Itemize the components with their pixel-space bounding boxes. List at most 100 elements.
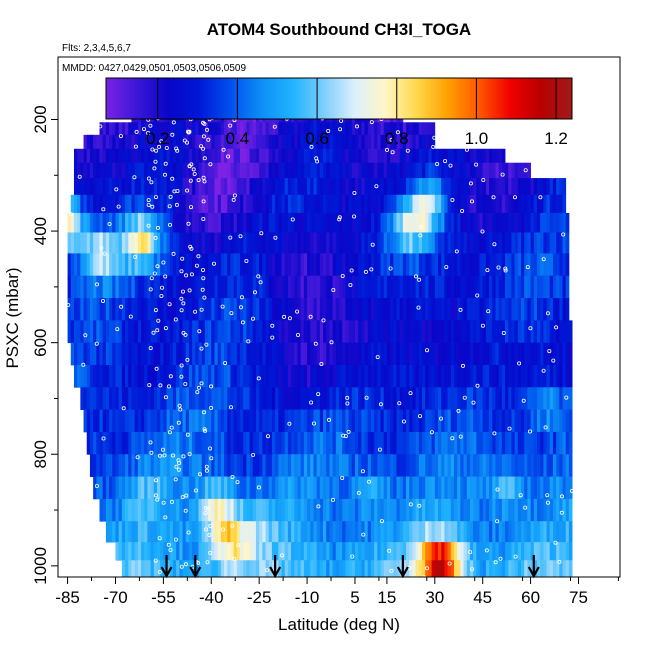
sample-marker [295, 309, 300, 314]
heatmap-cell [505, 253, 509, 277]
heatmap-cell [172, 498, 177, 522]
heatmap-cell [121, 521, 126, 543]
heatmap-cell [172, 342, 177, 366]
heatmap-cell [332, 431, 337, 455]
heatmap-cell [121, 134, 126, 150]
heatmap-cell [390, 232, 394, 254]
heatmap-cell [559, 320, 563, 344]
heatmap-cell [342, 454, 346, 477]
sample-marker [238, 305, 243, 310]
heatmap-cell [243, 476, 247, 500]
heatmap-cell [230, 542, 235, 561]
heatmap-cell [198, 253, 203, 277]
heatmap-cell [422, 431, 426, 455]
heatmap-cell [271, 212, 276, 233]
heatmap-cell [501, 178, 506, 196]
heatmap-cell [473, 178, 477, 196]
sample-marker [554, 325, 559, 330]
heatmap-cell [536, 364, 541, 388]
heatmap-cell [144, 320, 148, 344]
heatmap-cell [377, 409, 381, 433]
heatmap-cell [562, 454, 567, 477]
heatmap-cell [479, 498, 484, 522]
heatmap-cell [134, 342, 139, 366]
heatmap-cell [303, 134, 308, 150]
heatmap-cell [297, 560, 302, 577]
heatmap-cell [326, 542, 330, 561]
heatmap-cell [125, 122, 129, 136]
sample-marker [343, 434, 348, 439]
heatmap-cell [169, 253, 174, 277]
heatmap-cell [447, 342, 452, 366]
heatmap-cell [268, 476, 273, 500]
heatmap-cell [370, 542, 375, 561]
heatmap-cell [514, 162, 519, 179]
heatmap-cell [495, 542, 500, 561]
heatmap-cell [252, 454, 257, 477]
heatmap-cell [80, 320, 84, 344]
heatmap-cell [437, 320, 442, 344]
heatmap-cell [351, 178, 356, 196]
heatmap-cell [428, 212, 432, 233]
heatmap-cell [517, 364, 522, 388]
heatmap-cell [156, 342, 161, 366]
heatmap-cell [67, 232, 72, 254]
sample-marker [154, 366, 159, 371]
heatmap-cell [367, 162, 372, 179]
heatmap-cell [294, 342, 298, 366]
heatmap-cell [70, 298, 75, 321]
heatmap-cell [453, 298, 458, 321]
heatmap-cell [326, 212, 330, 233]
heatmap-cell [278, 431, 282, 455]
heatmap-cell [393, 148, 397, 164]
heatmap-cell [319, 134, 324, 150]
heatmap-cell [141, 253, 145, 277]
heatmap-cell [316, 387, 321, 411]
heatmap-cell [236, 298, 241, 321]
sample-marker [228, 123, 233, 128]
heatmap-cell [134, 409, 139, 433]
heatmap-cell [287, 498, 292, 522]
heatmap-cell [163, 162, 167, 179]
heatmap-cell [332, 364, 337, 388]
sample-marker [177, 403, 182, 408]
y-tick-label: 600 [31, 328, 50, 356]
heatmap-cell [549, 178, 554, 196]
heatmap-cell [160, 521, 164, 543]
heatmap-cell [524, 498, 528, 522]
heatmap-cell [147, 320, 151, 344]
heatmap-cell [460, 542, 464, 561]
heatmap-cell [345, 253, 349, 277]
heatmap-cell [367, 253, 372, 277]
heatmap-cell [521, 194, 525, 214]
heatmap-cell [246, 498, 250, 522]
heatmap-cell [291, 560, 295, 577]
heatmap-cell [182, 560, 187, 577]
heatmap-cell [271, 542, 276, 561]
heatmap-cell [568, 387, 573, 411]
heatmap-cell [568, 521, 573, 543]
heatmap-cell [233, 122, 238, 136]
heatmap-cell [543, 178, 547, 196]
heatmap-cell [240, 320, 244, 344]
heatmap-cell [271, 498, 276, 522]
heatmap-cell [249, 387, 254, 411]
heatmap-cell [428, 178, 432, 196]
heatmap-cell [204, 431, 209, 455]
sample-marker [116, 204, 121, 209]
heatmap-cell [335, 134, 340, 150]
heatmap-cell [246, 232, 250, 254]
heatmap-cell [498, 409, 503, 433]
heatmap-cell [521, 275, 525, 299]
heatmap-cell [259, 320, 263, 344]
heatmap-cell [192, 194, 196, 214]
heatmap-cell [460, 364, 464, 388]
heatmap-cell [211, 122, 215, 136]
heatmap-cell [453, 521, 458, 543]
heatmap-cell [137, 232, 142, 254]
heatmap-cell [166, 253, 171, 277]
heatmap-cell [176, 521, 180, 543]
sample-marker [569, 488, 574, 493]
heatmap-cell [377, 476, 381, 500]
heatmap-cell [450, 387, 455, 411]
